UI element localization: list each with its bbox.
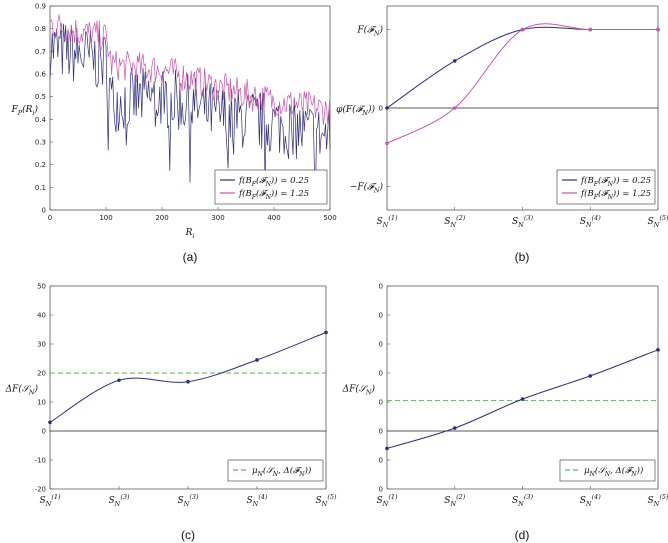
y-tick-label: 0.4 xyxy=(35,116,47,124)
y-tick-label: 0.9 xyxy=(35,3,46,11)
y-tick-label: 0 xyxy=(42,207,46,215)
chart-a: 0 0.1 0.2 0.3 0.4 0.5 0.6 0.7 0.8 0.9 0 100 200 300 40… xyxy=(11,3,337,265)
y-tick-label: 0.7 xyxy=(35,48,46,56)
y-tick-label: 0 xyxy=(379,341,383,349)
y-tick-label: 0 xyxy=(379,105,383,113)
data-point xyxy=(385,141,389,146)
x-tick-label: SN(1) xyxy=(39,493,60,508)
y-tick-label: 0 xyxy=(379,312,383,320)
data-point xyxy=(520,397,525,401)
y-tick-label: -20 xyxy=(35,486,46,494)
x-tick-label: SN(5) xyxy=(647,214,668,229)
y-tick-label: 0.5 xyxy=(35,93,46,101)
data-point xyxy=(452,106,457,110)
data-point xyxy=(452,59,457,63)
x-tick-label: 400 xyxy=(267,214,280,222)
data-point xyxy=(117,378,121,383)
x-axis-label: Ri xyxy=(185,228,195,240)
series-line-1 xyxy=(49,331,327,423)
y-tick-label: 40 xyxy=(37,312,46,320)
y-tick-label: 30 xyxy=(37,341,46,349)
x-tick-label: 300 xyxy=(211,214,224,222)
x-tick-label: SN(5) xyxy=(647,493,668,508)
x-tick-label: SN(2) xyxy=(444,493,465,508)
legend-label: f(BF(𝓕N)) = 0.25 xyxy=(580,175,651,188)
x-tick-label: SN(3) xyxy=(512,214,533,229)
legend-box xyxy=(227,459,324,482)
data-point xyxy=(588,374,593,378)
y-tick-label: -10 xyxy=(35,457,46,465)
data-point xyxy=(385,106,389,110)
x-tick-label: SN(4) xyxy=(580,214,601,229)
y-tick-label: 0 xyxy=(42,428,46,436)
legend-box xyxy=(214,169,328,205)
y-axis-label: φ(F(𝓕N)) xyxy=(336,104,375,117)
caption-c: (c) xyxy=(181,528,195,542)
x-tick-label: 500 xyxy=(323,214,336,222)
y-tick-label: 0 xyxy=(379,486,383,494)
series-line-1 xyxy=(386,26,658,109)
data-point xyxy=(520,27,525,32)
legend-label: f(BF(𝓕N)) = 0.25 xyxy=(238,175,309,188)
y-tick-label: 50 xyxy=(37,283,46,291)
y-tick-label: 0 xyxy=(379,399,383,407)
data-point xyxy=(324,330,328,335)
legend-box xyxy=(559,459,656,482)
y-tick-label: 0 xyxy=(379,457,383,465)
data-point xyxy=(255,358,259,362)
x-tick-label: SN(3) xyxy=(177,493,198,508)
data-point xyxy=(186,379,190,384)
y-tick-label: 0.1 xyxy=(35,184,46,192)
x-tick-label: 100 xyxy=(99,214,112,222)
x-tick-label: SN(1) xyxy=(376,493,397,508)
y-axis-label: ΔF(𝒮N) xyxy=(5,384,39,397)
y-tick-label: 0.8 xyxy=(35,25,46,33)
chart-b: F(𝓕N) 0 −F(𝓕N) SN(1) SN(2) SN(3) SN(4) SN(5) φ(F… xyxy=(336,5,668,264)
data-point xyxy=(588,27,593,32)
caption-d: (d) xyxy=(515,528,530,542)
y-tick-label: 0.3 xyxy=(35,139,46,147)
x-tick-label: SN(4) xyxy=(580,493,601,508)
y-tick-label: 20 xyxy=(37,370,46,378)
legend-label: f(BF(𝓕N)) = 1.25 xyxy=(580,188,651,201)
y-tick-label: 0 xyxy=(379,283,383,291)
data-point xyxy=(452,426,457,430)
y-tick-label: −F(𝓕N) xyxy=(350,181,384,194)
data-point xyxy=(656,27,660,32)
x-tick-label: SN(4) xyxy=(246,493,267,508)
data-point xyxy=(48,420,52,425)
data-point xyxy=(656,348,660,352)
x-tick-label: SN(2) xyxy=(444,214,465,229)
y-tick-label: 0 xyxy=(379,428,383,436)
y-tick-label: 0.2 xyxy=(35,161,46,169)
x-tick-label: SN(3) xyxy=(108,493,129,508)
chart-c: -20 -10 0 10 20 30 40 50 SN(1) SN(3) SN(3) SN(4) SN(… xyxy=(5,283,337,543)
caption-b: (b) xyxy=(515,250,530,264)
series-line-2 xyxy=(386,23,658,144)
legend-label: f(BF(𝓕N)) = 1.25 xyxy=(238,188,309,201)
x-tick-label: SN(3) xyxy=(512,493,533,508)
y-tick-label: F(𝓕N) xyxy=(356,25,383,38)
y-axis-label: FP(Ri) xyxy=(11,104,39,117)
x-tick-label: SN(5) xyxy=(315,493,336,508)
legend-label: μN(𝒮N, Δ(𝓕N)) xyxy=(252,465,311,478)
y-tick-label: 0 xyxy=(379,370,383,378)
x-tick-label: SN(1) xyxy=(376,214,397,229)
plot-frame xyxy=(49,5,331,211)
series-line-1 xyxy=(49,23,331,199)
y-axis-label: ΔF(𝒮N) xyxy=(342,384,376,397)
series-line-2 xyxy=(49,14,331,125)
data-point xyxy=(385,446,389,451)
y-tick-label: 10 xyxy=(37,399,46,407)
legend-label: μN(𝒮N, Δ(𝓕N)) xyxy=(584,465,643,478)
legend-box xyxy=(556,169,656,205)
caption-a: (a) xyxy=(183,250,198,264)
x-tick-label: 200 xyxy=(155,214,168,222)
y-tick-label: 0.6 xyxy=(35,71,47,79)
x-tick-label: 0 xyxy=(48,214,52,222)
